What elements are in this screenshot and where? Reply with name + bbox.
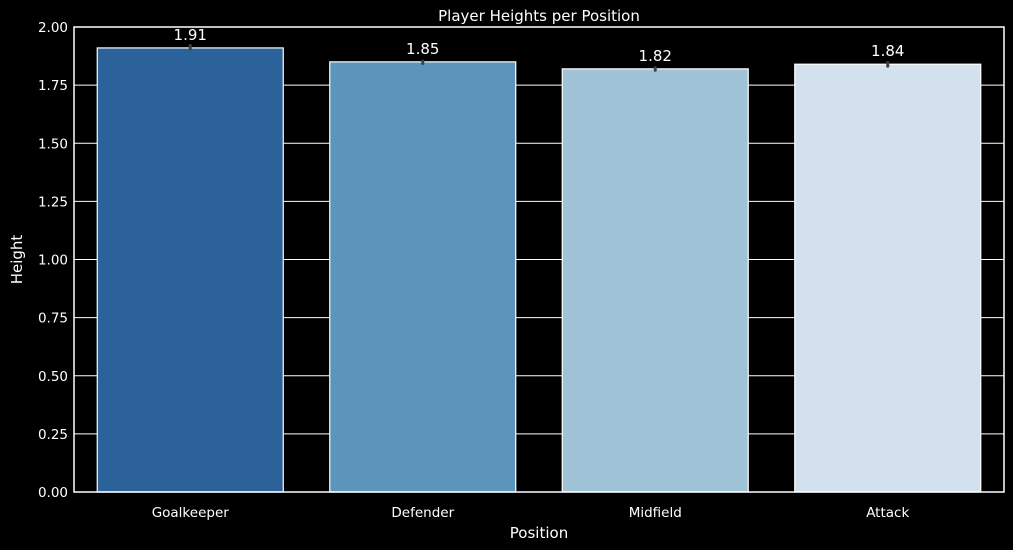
y-tick-label: 0.75 xyxy=(38,311,68,327)
y-tick-label: 0.25 xyxy=(38,427,68,443)
y-tick-label: 0.00 xyxy=(38,485,68,501)
data-labels: 1.91 1.85 1.82 1.84 xyxy=(174,26,905,65)
y-tick-label: 1.25 xyxy=(38,194,68,210)
y-tick-label: 1.00 xyxy=(38,253,68,269)
x-axis-label: Position xyxy=(510,524,568,542)
bar-goalkeeper xyxy=(96,47,284,493)
y-axis-label: Height xyxy=(8,235,26,285)
bars xyxy=(96,43,982,493)
x-tick-label: Goalkeeper xyxy=(152,505,230,521)
bar-defender xyxy=(329,61,517,493)
x-tick-label: Defender xyxy=(391,505,454,521)
bar-attack xyxy=(794,63,982,493)
plot-frame xyxy=(73,26,1005,493)
data-label: 1.85 xyxy=(406,40,439,58)
y-tick-label: 1.75 xyxy=(38,78,68,94)
x-tick-label: Attack xyxy=(866,505,909,521)
chart-title: Player Heights per Position xyxy=(438,7,640,25)
tick-labels: 0.00 0.25 0.50 0.75 1.00 1.25 1.50 1.75 2.00 Goal… xyxy=(38,20,910,521)
x-tick-label: Midfield xyxy=(629,505,682,521)
y-tick-label: 0.50 xyxy=(38,369,68,385)
data-label: 1.82 xyxy=(639,47,672,65)
y-tick-label: 2.00 xyxy=(38,20,68,36)
data-label: 1.91 xyxy=(174,26,207,44)
y-tick-label: 1.50 xyxy=(38,136,68,152)
data-label: 1.84 xyxy=(871,42,904,60)
bar-midfield xyxy=(561,68,749,493)
